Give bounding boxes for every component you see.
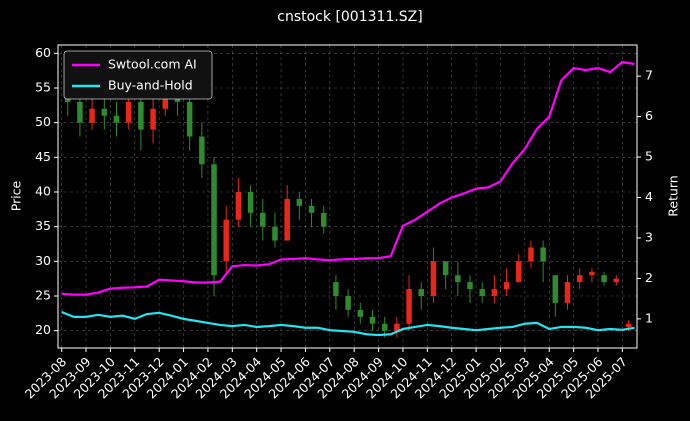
y2-tick-label: 6 [645,108,653,123]
candle-body [89,108,95,123]
candle-body [528,247,534,262]
y-tick-label: 60 [35,45,51,60]
candle-body [260,212,266,227]
candle-body [333,282,339,296]
legend-label: Buy-and-Hold [108,78,193,93]
candle-body [564,282,571,303]
candle-body [455,275,461,283]
candle-body [125,101,132,123]
candle-body [540,247,546,262]
candle-body [613,278,620,283]
y-tick-label: 45 [35,149,51,164]
candle-body [284,198,290,241]
y-tick-label: 35 [35,218,51,233]
candle-body [272,226,278,241]
candle-body [357,309,364,317]
legend-label: Swtool.com AI [108,57,197,72]
candle-body [516,261,522,283]
y-tick-label: 50 [35,114,51,129]
candle-body [442,261,449,276]
candle-body [223,219,229,262]
y-axis-label: Price [9,180,24,211]
candle-body [113,115,120,123]
candle-body [552,275,559,303]
candle-body [491,289,498,296]
candle-body [479,289,485,296]
chart-title: cnstock [001311.SZ] [277,9,422,25]
candle-body [394,323,400,331]
candle-body [601,275,607,283]
candle-body [150,108,156,130]
y-tick-label: 25 [35,287,51,302]
y2-tick-label: 4 [645,189,653,204]
candle-body [296,198,303,206]
candle-body [381,323,388,331]
candle-body [211,164,217,276]
candle-body [430,261,437,296]
candle-body [186,101,193,137]
candle-body [589,271,595,276]
return-line [61,60,635,296]
plot-frame [57,44,638,349]
y-tick-label: 55 [35,79,51,94]
candle-body [199,136,205,165]
y2-tick-label: 5 [645,149,653,164]
candle-body [308,205,315,213]
candle-body [77,101,83,123]
candle-body [369,316,376,324]
y-tick-label: 30 [35,253,51,268]
y2-tick-label: 3 [645,229,653,244]
candle-body [247,191,254,213]
candle-body [345,295,351,310]
candle-body [235,191,242,220]
legend-box [63,50,213,100]
y2-tick-label: 7 [645,68,653,83]
return-line [61,310,635,337]
y2-axis-label: Return [666,175,681,216]
candle-body [406,289,412,324]
candle-body [138,101,144,130]
y2-tick-label: 2 [645,270,653,285]
candle-body [320,212,327,227]
y2-tick-label: 1 [645,310,653,325]
candle-body [625,323,632,328]
candle-body [576,275,583,283]
y-tick-label: 20 [35,322,51,337]
candle-body [418,289,424,296]
candle-body [101,108,108,116]
y-tick-label: 40 [35,183,51,198]
candle-body [467,282,473,290]
candle-body [503,282,510,290]
